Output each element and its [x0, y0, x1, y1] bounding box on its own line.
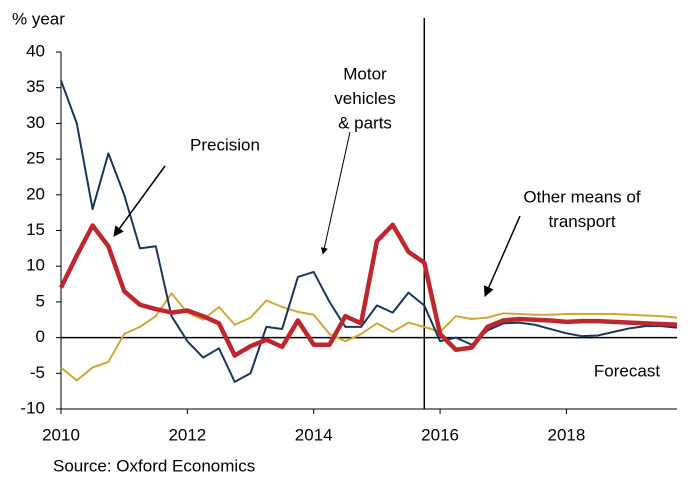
y-axis-label: % year — [12, 9, 65, 28]
y-tick-label: 40 — [26, 41, 45, 60]
annotation: Motor — [343, 64, 387, 83]
series-line — [60, 292, 678, 382]
arrow — [113, 165, 166, 237]
annotation: Precision — [190, 135, 260, 154]
arrow — [483, 215, 521, 297]
x-tick-label: 2012 — [168, 425, 206, 444]
arrow — [320, 131, 351, 255]
y-tick-label: 20 — [26, 184, 45, 203]
y-tick-label: -10 — [20, 398, 45, 417]
annotation: Forecast — [594, 361, 660, 380]
x-tick-label: 2010 — [42, 425, 80, 444]
y-tick-label: 10 — [26, 256, 45, 275]
x-tick-label: 2018 — [548, 425, 586, 444]
source: Source: Oxford Economics — [53, 456, 255, 475]
x-tick-label: 2014 — [295, 425, 333, 444]
plot-area: 40 35 30 25 20 15 10 5 0 -5 -10 2010 2012 2014 2016 201… — [20, 18, 678, 444]
x-tick-label: 2016 — [421, 425, 459, 444]
y-tick-label: 35 — [26, 77, 45, 96]
annotation: vehicles — [334, 89, 395, 108]
y-tick-label: 30 — [26, 113, 45, 132]
series-line — [60, 80, 678, 383]
y-tick-label: -5 — [30, 363, 45, 382]
y-tick-label: 0 — [36, 327, 45, 346]
annotation: Other means of — [523, 187, 640, 206]
annotation: & parts — [338, 113, 392, 132]
y-tick-label: 25 — [26, 149, 45, 168]
y-tick-label: 5 — [36, 291, 45, 310]
y-tick-label: 15 — [26, 220, 45, 239]
annotation: transport — [548, 212, 615, 231]
series-line — [58, 222, 678, 358]
